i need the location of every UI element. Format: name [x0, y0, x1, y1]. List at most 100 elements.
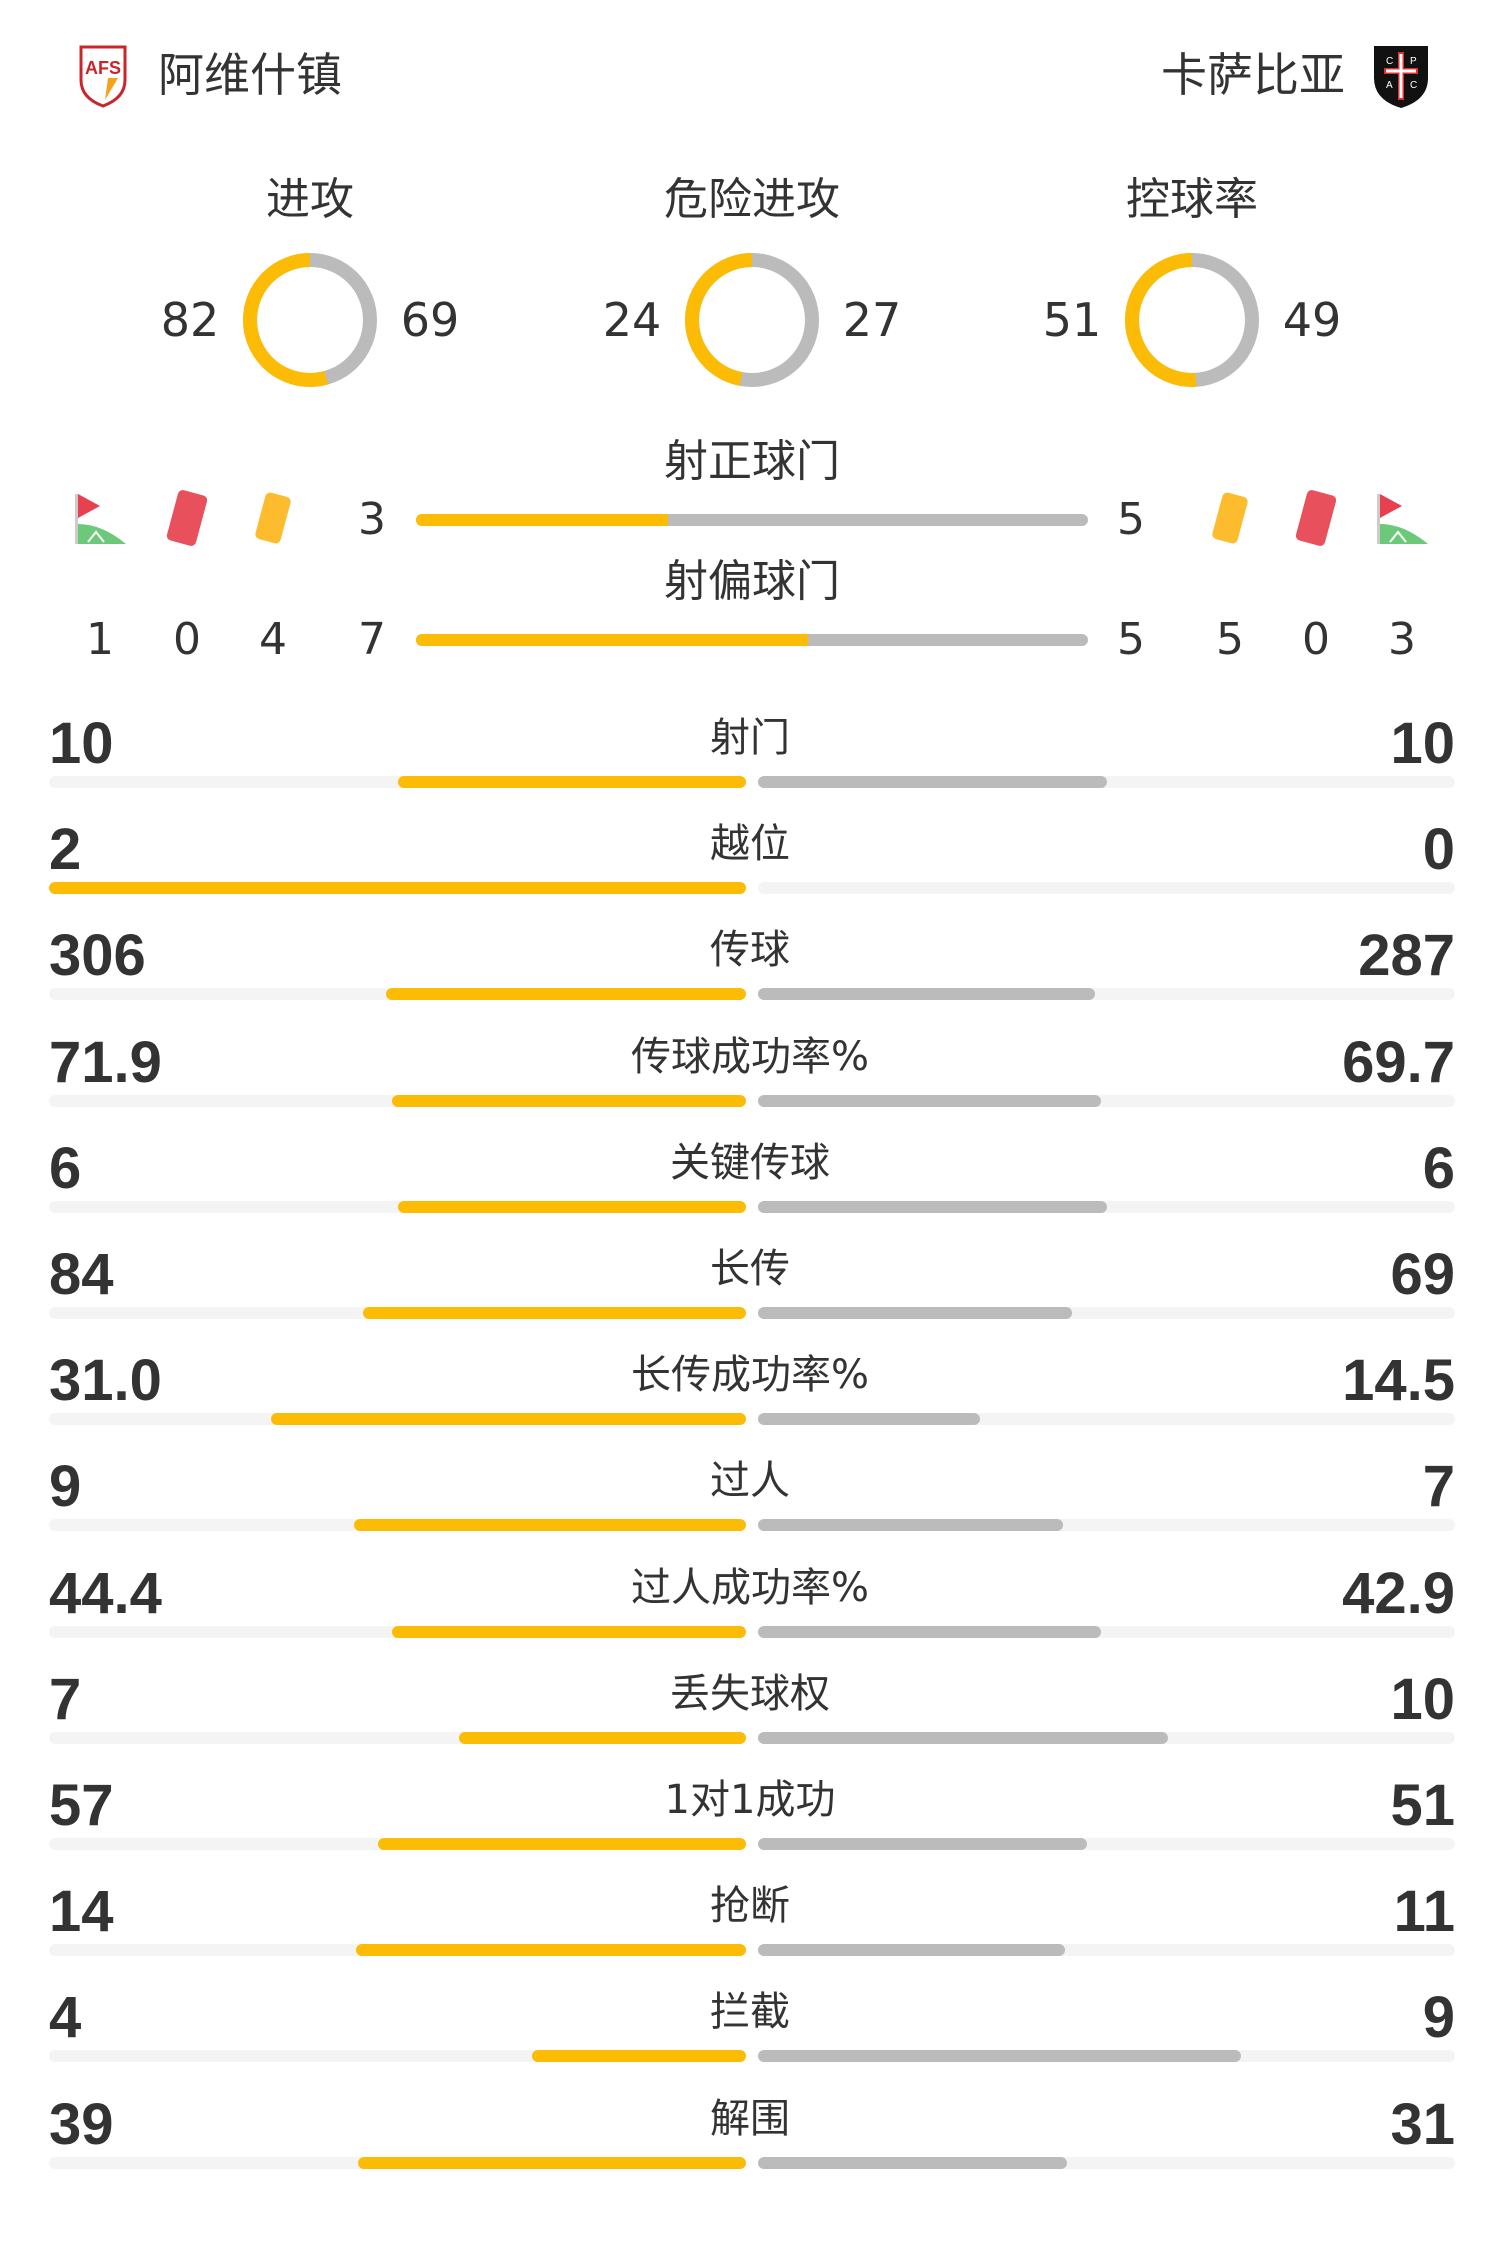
stat-away-track — [758, 1413, 1455, 1426]
home-team-logo: AFS — [78, 44, 128, 112]
stat-home-bar — [271, 1413, 746, 1426]
stat-label: 过人成功率% — [630, 1564, 869, 1611]
stat-away-bar — [758, 1625, 1101, 1638]
donut-away-value: 27 — [842, 293, 902, 347]
away-corner-flag-icon — [1376, 492, 1430, 550]
stat-away-value: 10 — [1390, 711, 1455, 776]
stat-away-track — [758, 1519, 1455, 1532]
stat-home-value: 84 — [49, 1242, 114, 1307]
stat-home-value: 39 — [49, 2091, 114, 2157]
stat-away-value: 69.7 — [1342, 1029, 1455, 1095]
stat-home-track — [49, 1519, 746, 1532]
donut-home-arc — [685, 253, 819, 387]
stat-home-bar — [531, 2050, 746, 2063]
stat-away-track — [758, 1307, 1455, 1319]
stat-away-bar — [758, 1944, 1065, 1957]
stat-home-value: 14 — [49, 1879, 114, 1945]
stat-home-bar — [355, 1944, 746, 1957]
stat-home-bar — [49, 882, 746, 895]
stat-label: 1对1成功 — [664, 1777, 836, 1823]
shots-off-target-title: 射偏球门 — [664, 556, 840, 607]
stat-home-bar — [391, 1625, 746, 1638]
stat-away-value: 14.5 — [1342, 1348, 1455, 1414]
stat-home-track — [49, 1625, 746, 1638]
stat-label: 传球 — [710, 927, 790, 974]
donut-away-value: 49 — [1282, 293, 1342, 347]
donut-home-arc — [1125, 253, 1259, 387]
away-team-name: 卡萨比亚 — [1161, 48, 1345, 102]
stat-home-track — [49, 1944, 746, 1957]
home-yellow-cards-count: 4 — [259, 614, 287, 665]
stat-home-value: 9 — [49, 1454, 82, 1520]
donut-away-value: 69 — [400, 293, 460, 347]
home-yellow-card-icon — [248, 488, 298, 554]
stat-away-track — [758, 1200, 1455, 1213]
stat-home-track — [49, 1838, 746, 1850]
stat-home-track — [49, 776, 746, 788]
shots-on-target-bar — [416, 514, 1088, 526]
stat-home-track — [49, 1200, 746, 1213]
stat-away-value: 51 — [1390, 1773, 1455, 1838]
stat-home-track — [49, 1307, 746, 1319]
donut-home-value: 51 — [1042, 293, 1102, 347]
donut-title: 危险进攻 — [664, 174, 840, 225]
svg-text:AFS: AFS — [85, 58, 121, 78]
away-corners-count: 3 — [1388, 614, 1416, 665]
stat-home-bar — [378, 1838, 746, 1850]
stat-label: 关键传球 — [670, 1139, 830, 1186]
stat-home-track — [49, 1413, 746, 1426]
donut-chart — [1125, 253, 1259, 387]
stat-away-bar — [758, 1838, 1088, 1850]
donut-home-value: 24 — [602, 293, 662, 347]
stat-home-track — [49, 1731, 746, 1744]
stat-away-bar — [758, 776, 1107, 788]
stat-home-value: 10 — [49, 711, 114, 776]
stat-home-value: 4 — [49, 1985, 82, 2051]
stat-away-bar — [758, 1307, 1073, 1319]
stat-home-track — [49, 1094, 746, 1107]
stat-away-bar — [758, 988, 1096, 1001]
stat-home-track — [49, 882, 746, 895]
shots-on-away-value: 5 — [1117, 494, 1145, 545]
shots-on-target-title: 射正球门 — [664, 436, 840, 487]
shots-on-home-value: 3 — [358, 494, 386, 545]
stat-home-bar — [363, 1307, 746, 1319]
away-yellow-cards-count: 5 — [1216, 614, 1244, 665]
svg-text:A: A — [1386, 80, 1393, 91]
stat-away-track — [758, 2156, 1455, 2169]
stat-away-value: 9 — [1422, 1985, 1455, 2051]
stat-away-track — [758, 776, 1455, 788]
shots-off-target-bar — [416, 634, 1088, 646]
donut-home-arc — [243, 253, 377, 387]
donut-chart — [243, 253, 377, 387]
away-red-card-icon — [1291, 488, 1341, 554]
stat-away-value: 287 — [1358, 923, 1455, 989]
stat-home-value: 6 — [49, 1135, 82, 1201]
stat-away-bar — [758, 1200, 1107, 1213]
stat-home-bar — [392, 1094, 746, 1107]
stat-away-value: 11 — [1393, 1879, 1455, 1945]
stat-away-bar — [758, 1731, 1168, 1744]
shots-on-home-fill — [416, 514, 668, 526]
stat-label: 传球成功率% — [630, 1033, 869, 1080]
stat-home-value: 2 — [49, 817, 82, 883]
away-yellow-card-icon — [1205, 488, 1255, 554]
stat-label: 长传成功率% — [630, 1352, 869, 1399]
stat-label: 过人 — [710, 1458, 790, 1505]
home-corner-flag-icon — [74, 492, 128, 550]
stat-away-track — [758, 988, 1455, 1001]
stat-away-bar — [758, 1413, 981, 1426]
stat-home-value: 306 — [49, 923, 146, 989]
stat-label: 解围 — [710, 2095, 790, 2142]
stat-home-value: 31.0 — [49, 1348, 162, 1414]
stat-away-track — [758, 1944, 1455, 1957]
donut-home-value: 82 — [160, 293, 220, 347]
stat-away-track — [758, 1625, 1455, 1638]
stat-home-value: 57 — [49, 1773, 114, 1838]
donut-title: 进攻 — [266, 174, 354, 225]
stat-away-bar — [758, 1094, 1102, 1107]
shots-off-away-value: 5 — [1117, 614, 1145, 665]
stat-home-track — [49, 2050, 746, 2063]
stat-away-value: 0 — [1422, 817, 1455, 883]
